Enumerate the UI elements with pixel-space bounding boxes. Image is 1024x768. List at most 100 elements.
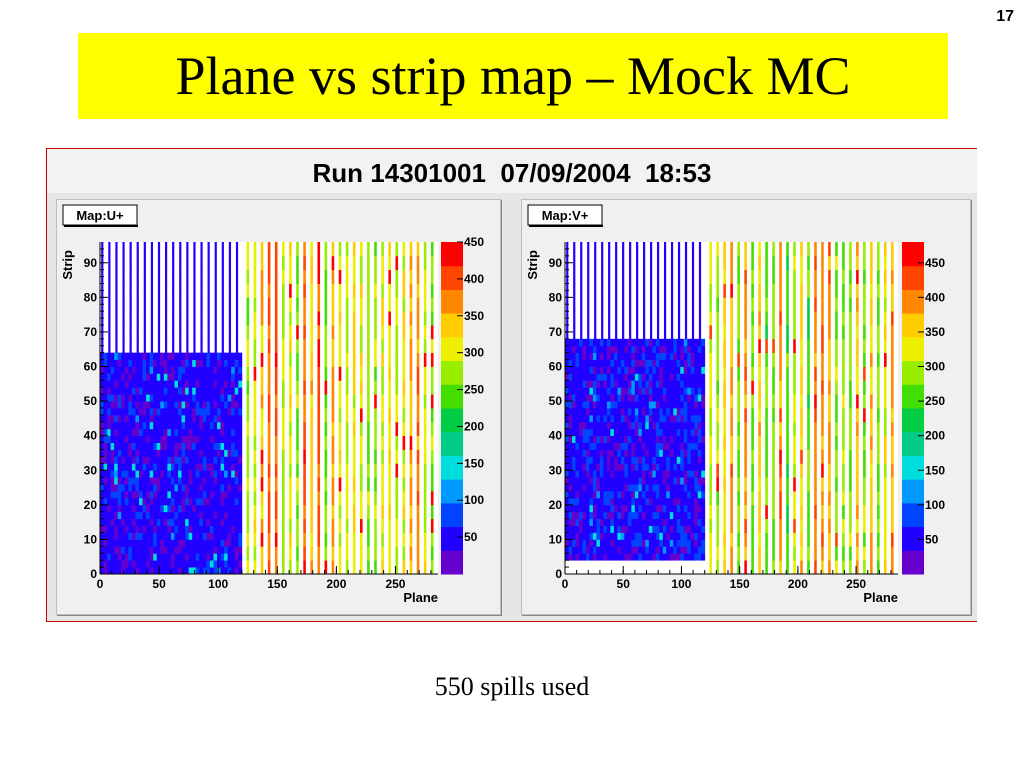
heatmap-cell (730, 463, 733, 478)
heatmap-cell (195, 428, 200, 437)
heatmap-cell (188, 373, 193, 381)
heatmap-cell (160, 567, 165, 575)
heatmap-cell (103, 414, 108, 423)
heatmap-cell (758, 491, 761, 506)
heatmap-cell (634, 387, 639, 395)
heatmap-cell (253, 311, 257, 326)
heatmap-cell (772, 297, 775, 312)
heatmap-cell (235, 311, 239, 326)
heatmap-cell (107, 491, 112, 499)
heatmap-cell (149, 518, 154, 526)
heatmap-cell (582, 518, 587, 526)
heatmap-cell (352, 242, 356, 257)
heatmap-cell (673, 435, 678, 443)
heatmap-cell (655, 449, 660, 457)
heatmap-cell (863, 394, 866, 409)
heatmap-cell (416, 269, 420, 284)
heatmap-cell (199, 373, 204, 381)
heatmap-cell (181, 414, 186, 423)
heatmap-cell (870, 560, 873, 575)
heatmap-cell (701, 484, 706, 492)
heatmap-cell (202, 394, 207, 402)
heatmap-cell (217, 408, 221, 416)
heatmap-cell (178, 359, 182, 367)
heatmap-cell (631, 442, 636, 450)
heatmap-cell (737, 532, 740, 547)
heatmap-cell (409, 477, 413, 492)
heatmap-cell (779, 394, 782, 409)
heatmap-cell (835, 325, 838, 340)
heatmap-cell (260, 491, 264, 506)
heatmap-cell (842, 352, 845, 367)
heatmap-cell (807, 311, 810, 326)
heatmap-cell (638, 449, 643, 457)
heatmap-cell (744, 242, 747, 257)
heatmap-cell (578, 484, 583, 492)
heatmap-cell (115, 255, 118, 271)
heatmap-cell (669, 539, 674, 547)
heatmap-cell (673, 380, 678, 388)
heatmap-cell (592, 484, 597, 492)
heatmap-cell (124, 408, 129, 416)
heatmap-cell (185, 352, 190, 360)
heatmap-cell (100, 366, 104, 374)
heatmap-cell (115, 297, 118, 312)
heatmap-cell (107, 484, 112, 492)
heatmap-cell (589, 394, 594, 402)
heatmap-cell (666, 366, 671, 374)
heatmap-cell (870, 421, 873, 437)
heatmap-cell (638, 532, 643, 540)
heatmap-cell (160, 560, 165, 568)
heatmap-cell (585, 470, 590, 478)
heatmap-cell (117, 442, 122, 450)
heatmap-cell (568, 442, 573, 450)
heatmap-cell (807, 297, 810, 312)
heatmap-cell (310, 463, 313, 478)
heatmap-cell (199, 414, 204, 423)
heatmap-cell (160, 366, 165, 374)
heatmap-cell (613, 449, 618, 457)
heatmap-cell (160, 497, 165, 506)
heatmap-cell (338, 283, 342, 298)
heatmap-cell (246, 560, 250, 575)
heatmap-cell (606, 359, 611, 367)
heatmap-cell (701, 338, 706, 347)
heatmap-cell (575, 456, 580, 464)
heatmap-cell (213, 567, 218, 575)
heatmap-cell (103, 456, 108, 464)
heatmap-cell (185, 421, 190, 430)
heatmap-cell (395, 242, 399, 257)
heatmap-cell (267, 255, 271, 271)
heatmap-cell (655, 408, 660, 416)
heatmap-cell (209, 511, 214, 520)
heatmap-cell (149, 380, 154, 388)
heatmap-cell (170, 408, 175, 416)
heatmap-cell (214, 297, 217, 312)
heatmap-cell (213, 456, 218, 464)
heatmap-cell (765, 449, 768, 464)
heatmap-cell (231, 442, 236, 450)
heatmap-cell (691, 297, 695, 312)
heatmap-cell (601, 311, 604, 326)
heatmap-cell (687, 442, 692, 450)
heatmap-cell (224, 497, 229, 506)
heatmap-cell (296, 352, 299, 367)
heatmap-cell (582, 456, 587, 464)
heatmap-cell (142, 511, 147, 520)
heatmap-cell (136, 325, 139, 340)
heatmap-cell (617, 366, 622, 374)
heatmap-cell (662, 518, 667, 526)
heatmap-cell (610, 491, 615, 499)
heatmap-cell (235, 255, 239, 271)
heatmap-cell (624, 484, 629, 492)
heatmap-cell (701, 394, 706, 402)
heatmap-cell (585, 497, 590, 506)
heatmap-cell (701, 518, 706, 526)
heatmap-cell (402, 546, 406, 561)
heatmap-cell (662, 442, 667, 450)
heatmap-cell (430, 435, 434, 450)
heatmap-cell (274, 504, 278, 520)
heatmap-cell (195, 539, 200, 547)
heatmap-cell (603, 401, 608, 409)
heatmap-cell (786, 546, 789, 561)
